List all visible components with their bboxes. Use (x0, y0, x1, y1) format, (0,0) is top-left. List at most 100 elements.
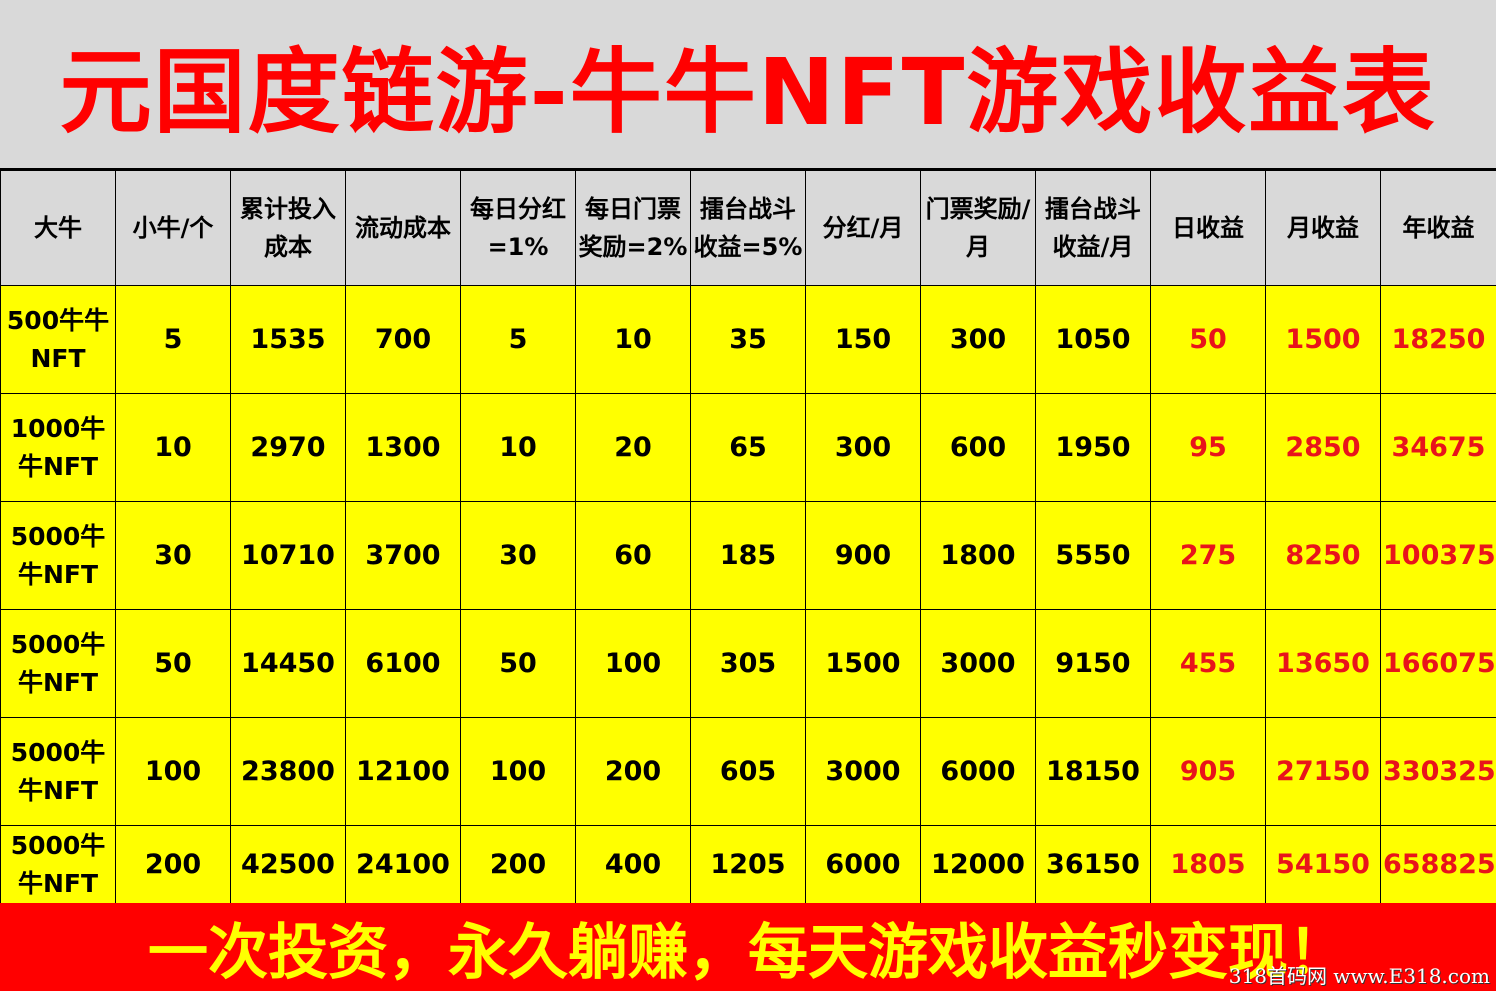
table-cell: 100 (575, 609, 691, 718)
tier-cell: 5000牛牛NFT (0, 717, 116, 826)
table-cell: 1535 (230, 285, 346, 394)
table-cell: 1800 (920, 501, 1036, 610)
table-cell: 3000 (920, 609, 1036, 718)
table-cell: 10 (115, 393, 231, 502)
table-cell: 42500 (230, 825, 346, 904)
table-cell: 14450 (230, 609, 346, 718)
table-cell: 305 (690, 609, 806, 718)
watermark: 318首码网 www.E318.com (1228, 964, 1490, 988)
table-cell: 1950 (1035, 393, 1151, 502)
table-cell: 5550 (1035, 501, 1151, 610)
yearly-income-cell: 330325 (1380, 717, 1496, 826)
table-cell: 3000 (805, 717, 921, 826)
table-row: 5000牛牛NFT 30 10710 3700 30 60 185 900 18… (0, 501, 1496, 610)
table-cell: 60 (575, 501, 691, 610)
table-cell: 1300 (345, 393, 461, 502)
monthly-income-cell: 1500 (1265, 285, 1381, 394)
header-cell-small-bull: 小牛/个 (115, 170, 231, 286)
header-cell-arena-battle: 擂台战斗收益=5% (690, 170, 806, 286)
table-cell: 35 (690, 285, 806, 394)
footer-slogan: 一次投资，永久躺赚，每天游戏收益秒变现！ (148, 917, 1348, 988)
table-row: 5000牛牛NFT 100 23800 12100 100 200 605 30… (0, 717, 1496, 826)
daily-income-cell: 1805 (1150, 825, 1266, 904)
table-cell: 1050 (1035, 285, 1151, 394)
tier-cell: 5000牛牛NFT (0, 609, 116, 718)
header-cell-daily-ticket: 每日门票奖励=2% (575, 170, 691, 286)
table-cell: 18150 (1035, 717, 1151, 826)
table-cell: 6000 (805, 825, 921, 904)
table-cell: 6000 (920, 717, 1036, 826)
table-cell: 5 (460, 285, 576, 394)
table-cell: 1500 (805, 609, 921, 718)
table-cell: 10 (575, 285, 691, 394)
table-cell: 65 (690, 393, 806, 502)
monthly-income-cell: 2850 (1265, 393, 1381, 502)
table-cell: 50 (460, 609, 576, 718)
table-cell: 9150 (1035, 609, 1151, 718)
header-row: 大牛 小牛/个 累计投入成本 流动成本 每日分红=1% 每日门票奖励=2% 擂台… (0, 170, 1496, 286)
monthly-income-cell: 54150 (1265, 825, 1381, 904)
title-bar: 元国度链游-牛牛NFT游戏收益表 (0, 0, 1496, 170)
header-cell-big-bull: 大牛 (0, 170, 116, 286)
table-cell: 12100 (345, 717, 461, 826)
daily-income-cell: 455 (1150, 609, 1266, 718)
table-cell: 20 (575, 393, 691, 502)
yearly-income-cell: 18250 (1380, 285, 1496, 394)
table-cell: 10 (460, 393, 576, 502)
table-cell: 300 (805, 393, 921, 502)
table-cell: 23800 (230, 717, 346, 826)
table-cell: 30 (115, 501, 231, 610)
table-cell: 12000 (920, 825, 1036, 904)
table-cell: 700 (345, 285, 461, 394)
table-cell: 30 (460, 501, 576, 610)
table-row: 5000牛牛NFT 50 14450 6100 50 100 305 1500 … (0, 609, 1496, 718)
table-cell: 605 (690, 717, 806, 826)
table-cell: 100 (115, 717, 231, 826)
tier-cell: 5000牛牛NFT (0, 825, 116, 904)
daily-income-cell: 50 (1150, 285, 1266, 394)
table-cell: 200 (460, 825, 576, 904)
daily-income-cell: 95 (1150, 393, 1266, 502)
header-cell-daily-dividend: 每日分红=1% (460, 170, 576, 286)
header-cell-monthly-income: 月收益 (1265, 170, 1381, 286)
table-cell: 600 (920, 393, 1036, 502)
yearly-income-cell: 100375 (1380, 501, 1496, 610)
income-table: 大牛 小牛/个 累计投入成本 流动成本 每日分红=1% 每日门票奖励=2% 擂台… (0, 170, 1496, 904)
table-cell: 6100 (345, 609, 461, 718)
table-row: 500牛牛NFT 5 1535 700 5 10 35 150 300 1050… (0, 285, 1496, 394)
yearly-income-cell: 658825 (1380, 825, 1496, 904)
table-cell: 36150 (1035, 825, 1151, 904)
table-cell: 50 (115, 609, 231, 718)
header-cell-yearly-income: 年收益 (1380, 170, 1496, 286)
table-cell: 300 (920, 285, 1036, 394)
daily-income-cell: 275 (1150, 501, 1266, 610)
table-cell: 200 (115, 825, 231, 904)
table-cell: 24100 (345, 825, 461, 904)
tier-cell: 1000牛牛NFT (0, 393, 116, 502)
table-cell: 900 (805, 501, 921, 610)
table-cell: 3700 (345, 501, 461, 610)
header-cell-liquid-cost: 流动成本 (345, 170, 461, 286)
table-cell: 150 (805, 285, 921, 394)
footer-banner: 一次投资，永久躺赚，每天游戏收益秒变现！ (0, 903, 1496, 991)
table-cell: 1205 (690, 825, 806, 904)
tier-cell: 5000牛牛NFT (0, 501, 116, 610)
yearly-income-cell: 34675 (1380, 393, 1496, 502)
table-cell: 200 (575, 717, 691, 826)
monthly-income-cell: 27150 (1265, 717, 1381, 826)
daily-income-cell: 905 (1150, 717, 1266, 826)
table-cell: 400 (575, 825, 691, 904)
table-cell: 2970 (230, 393, 346, 502)
header-cell-dividend-month: 分红/月 (805, 170, 921, 286)
table-cell: 10710 (230, 501, 346, 610)
table-row: 5000牛牛NFT 200 42500 24100 200 400 1205 6… (0, 825, 1496, 904)
monthly-income-cell: 8250 (1265, 501, 1381, 610)
header-cell-total-cost: 累计投入成本 (230, 170, 346, 286)
table-cell: 185 (690, 501, 806, 610)
page-title: 元国度链游-牛牛NFT游戏收益表 (59, 38, 1437, 146)
table-cell: 100 (460, 717, 576, 826)
table-row: 1000牛牛NFT 10 2970 1300 10 20 65 300 600 … (0, 393, 1496, 502)
table-cell: 5 (115, 285, 231, 394)
monthly-income-cell: 13650 (1265, 609, 1381, 718)
header-cell-arena-month: 擂台战斗收益/月 (1035, 170, 1151, 286)
